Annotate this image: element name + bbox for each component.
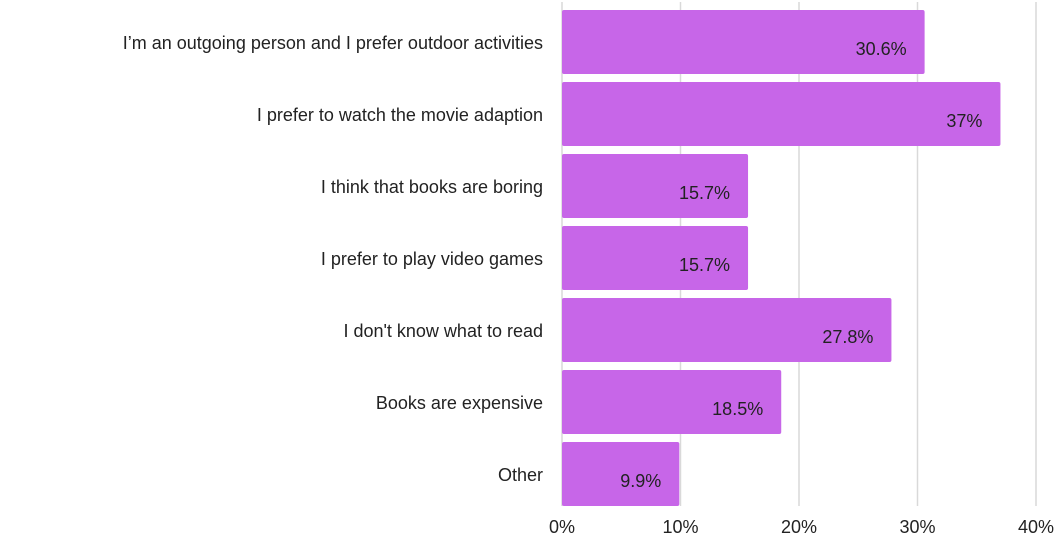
- y-tick-label: I don't know what to read: [343, 321, 543, 341]
- x-tick-label: 40%: [1018, 517, 1054, 537]
- x-tick-label: 20%: [781, 517, 817, 537]
- bar: [562, 82, 1001, 146]
- value-label: 9.9%: [620, 471, 661, 491]
- value-label: 18.5%: [712, 399, 763, 419]
- x-tick-label: 10%: [662, 517, 698, 537]
- bar: [562, 10, 925, 74]
- y-tick-label: I’m an outgoing person and I prefer outd…: [123, 33, 543, 53]
- value-label: 27.8%: [822, 327, 873, 347]
- bar: [562, 226, 749, 290]
- y-tick-label: Books are expensive: [376, 393, 543, 413]
- y-tick-label: Other: [498, 465, 543, 485]
- y-tick-label: I prefer to play video games: [321, 249, 543, 269]
- value-label: 15.7%: [679, 183, 730, 203]
- bar: [562, 298, 892, 362]
- y-tick-label: I prefer to watch the movie adaption: [257, 105, 543, 125]
- x-tick-label: 0%: [549, 517, 575, 537]
- x-tick-label: 30%: [899, 517, 935, 537]
- bar: [562, 442, 680, 506]
- value-label: 37%: [946, 111, 982, 131]
- y-tick-label: I think that books are boring: [321, 177, 543, 197]
- value-label: 15.7%: [679, 255, 730, 275]
- bar: [562, 154, 749, 218]
- bar: [562, 370, 782, 434]
- value-label: 30.6%: [856, 39, 907, 59]
